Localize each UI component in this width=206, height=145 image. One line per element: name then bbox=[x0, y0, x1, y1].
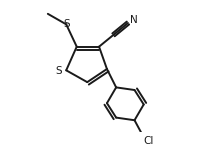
Text: Cl: Cl bbox=[143, 136, 153, 145]
Text: S: S bbox=[63, 19, 70, 29]
Text: N: N bbox=[130, 15, 138, 25]
Text: S: S bbox=[56, 66, 62, 76]
